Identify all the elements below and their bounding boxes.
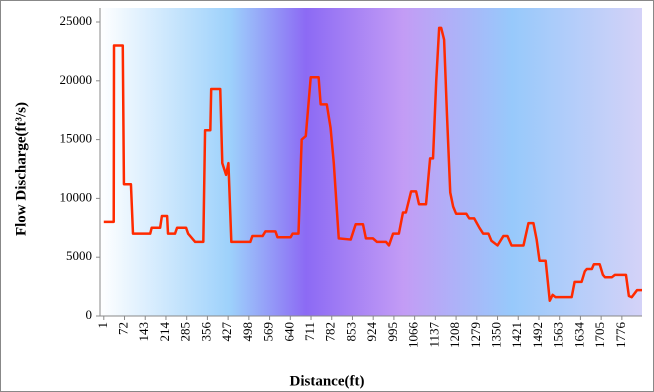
- x-tick-label: 1492: [530, 322, 545, 348]
- x-tick-label: 285: [178, 322, 193, 342]
- y-tick-label: 15000: [60, 131, 93, 146]
- x-tick-label: 427: [219, 322, 234, 342]
- x-tick-label: 995: [385, 322, 400, 342]
- y-tick-label: 10000: [60, 189, 93, 204]
- x-tick-label: 1279: [468, 322, 483, 348]
- y-tick-label: 0: [86, 307, 93, 322]
- x-tick-label: 1: [95, 322, 110, 329]
- x-axis-title: Distance(ft): [290, 373, 365, 389]
- x-tick-label: 782: [323, 322, 338, 342]
- x-tick-label: 853: [343, 322, 358, 342]
- x-tick-label: 1208: [447, 322, 462, 348]
- x-tick-label: 1776: [613, 322, 628, 349]
- y-axis-title: Flow Discharge(ft³/s): [13, 102, 29, 236]
- plot-background: [100, 8, 642, 316]
- data-line: [103, 26, 642, 302]
- y-tick-label: 20000: [60, 72, 93, 87]
- x-tick-label: 1137: [426, 322, 441, 348]
- x-tick-label: 569: [261, 322, 276, 342]
- x-tick-label: 640: [281, 322, 296, 342]
- x-tick-label: 143: [136, 322, 151, 342]
- x-tick-label: 1705: [592, 322, 607, 348]
- x-tick-label: 1563: [551, 322, 566, 348]
- x-tick-label: 214: [157, 322, 172, 342]
- y-tick-label: 25000: [60, 13, 93, 28]
- x-tick-label: 356: [198, 322, 213, 342]
- x-tick-label: 1350: [489, 322, 504, 348]
- x-tick-label: 72: [116, 322, 131, 335]
- x-tick-label: 1421: [509, 322, 524, 348]
- x-tick-label: 711: [302, 322, 317, 341]
- y-tick-label: 5000: [66, 248, 92, 263]
- x-tick-label: 924: [364, 322, 379, 342]
- x-tick-label: 1066: [406, 322, 421, 349]
- x-tick-label: 1634: [571, 322, 586, 349]
- x-tick-label: 498: [240, 322, 255, 342]
